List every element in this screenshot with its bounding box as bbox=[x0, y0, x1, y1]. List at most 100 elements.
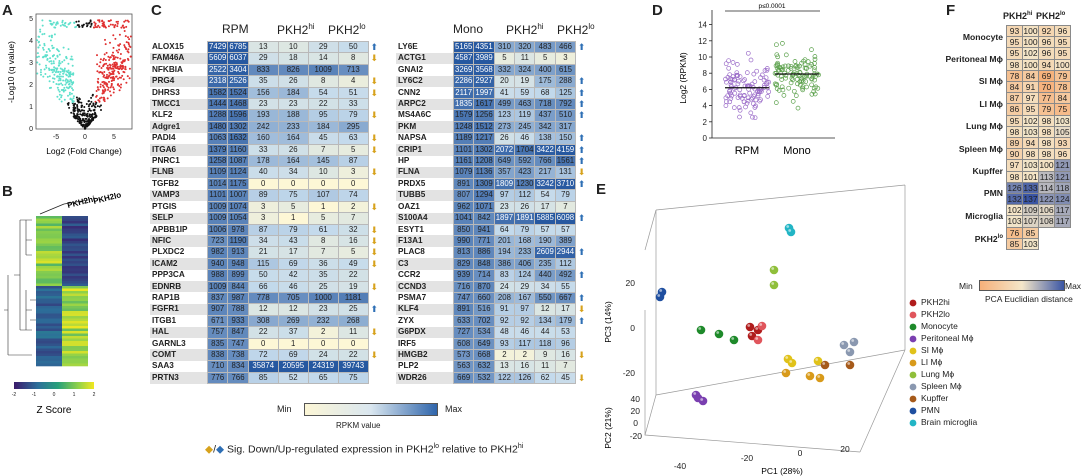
heatmap-cell bbox=[62, 223, 88, 227]
rpkm-cell: 826 bbox=[277, 63, 309, 77]
volcano-point bbox=[60, 82, 63, 85]
rpkm-cell: 834 bbox=[227, 360, 249, 373]
volcano-point bbox=[97, 88, 100, 91]
rpkm-cell: 320 bbox=[514, 40, 536, 54]
volcano-point bbox=[129, 55, 132, 58]
volcano-point bbox=[68, 86, 71, 89]
empty-cell bbox=[1039, 227, 1055, 238]
heatmap-cell bbox=[62, 278, 88, 282]
gene-row: TMCC1 1444 1468 23 23 22 33 bbox=[150, 98, 380, 111]
distance-cell: 94 bbox=[1022, 137, 1039, 150]
pca-point bbox=[787, 358, 797, 368]
volcano-point bbox=[115, 75, 117, 78]
rpkm-cell: 813 bbox=[452, 246, 475, 259]
dotplot-point bbox=[748, 57, 754, 63]
volcano-point bbox=[38, 44, 41, 47]
rpkm-cell: 3710 bbox=[554, 177, 577, 191]
volcano-point bbox=[65, 73, 68, 76]
heatmap-cell bbox=[62, 341, 88, 344]
pvalue-label: p≤0.0001 bbox=[758, 3, 785, 10]
volcano-point bbox=[81, 119, 84, 122]
volcano-point bbox=[113, 88, 115, 91]
heatmap-cell bbox=[36, 268, 62, 272]
volcano-point bbox=[99, 61, 102, 64]
rpkm-cell: 842 bbox=[473, 212, 495, 225]
pca-point-highlight bbox=[749, 333, 753, 336]
dotplot-point bbox=[732, 90, 738, 96]
distance-row: 98 101 113 121 bbox=[931, 170, 1071, 183]
down-arrow-icon: ⬇ bbox=[370, 76, 378, 87]
distance-cell: 109 bbox=[1022, 204, 1039, 217]
volcano-point bbox=[92, 109, 95, 112]
dotplot-point bbox=[750, 114, 755, 120]
volcano-point bbox=[40, 73, 42, 76]
rpkm-cell: 573 bbox=[452, 348, 475, 362]
volcano-point bbox=[45, 51, 48, 53]
rpkm-cell: 2526 bbox=[227, 75, 249, 88]
dotplot-point bbox=[729, 77, 735, 82]
volcano-point bbox=[106, 77, 109, 80]
volcano-point bbox=[124, 35, 127, 38]
volcano-point bbox=[108, 59, 111, 61]
legend-swatch bbox=[909, 419, 917, 427]
volcano-point bbox=[61, 68, 64, 71]
volcano-point bbox=[70, 98, 73, 101]
rpkm-cell: 75 bbox=[277, 189, 309, 202]
dotplot-cat-mono: Mono bbox=[783, 145, 811, 157]
rpkm-cell: 829 bbox=[452, 257, 475, 271]
volcano-point bbox=[123, 30, 126, 32]
gene-row: PRG4 2318 2526 35 26 8 4 ⬇ bbox=[150, 75, 380, 88]
volcano-point bbox=[102, 86, 105, 89]
f-scale-max: Max bbox=[1065, 281, 1082, 291]
rpkm-cell: 766 bbox=[534, 155, 556, 168]
volcano-point bbox=[56, 95, 59, 98]
dotplot-point bbox=[774, 52, 780, 58]
volcano-point bbox=[90, 105, 93, 108]
pca-point-highlight bbox=[807, 373, 811, 376]
gene-name: C3 bbox=[396, 258, 454, 270]
volcano-point bbox=[97, 77, 100, 80]
heatmap-cell bbox=[62, 313, 88, 317]
volcano-point bbox=[104, 89, 107, 92]
volcano-point bbox=[128, 38, 131, 41]
distance-cell: 96 bbox=[1038, 36, 1055, 49]
rpkm-cell: 1014 bbox=[206, 177, 229, 191]
volcano-point bbox=[120, 68, 123, 71]
legend-swatch bbox=[909, 311, 917, 319]
rpkm-cell: 667 bbox=[554, 291, 577, 305]
volcano-point bbox=[89, 102, 92, 105]
volcano-point bbox=[38, 63, 41, 66]
distance-cell: 95 bbox=[1006, 114, 1023, 127]
volcano-point bbox=[106, 73, 108, 76]
dotplot-point bbox=[794, 77, 800, 82]
volcano-point bbox=[123, 71, 126, 74]
distance-row-label: Kupffer bbox=[972, 166, 1003, 177]
up-arrow-icon: ⬆ bbox=[577, 110, 586, 121]
arrow-cell bbox=[368, 121, 380, 132]
rpkm-cell: 1596 bbox=[227, 109, 249, 122]
dotplot-ylabel: Log2 (RPKM) bbox=[678, 52, 688, 104]
rpkm-cell: 24 bbox=[493, 280, 516, 293]
volcano-point bbox=[95, 90, 98, 92]
volcano-point bbox=[67, 23, 70, 26]
rpkm-cell: 766 bbox=[227, 371, 249, 385]
pca-point-highlight bbox=[822, 362, 826, 365]
panel-label-f: F bbox=[946, 2, 956, 19]
heatmap-cell bbox=[36, 271, 62, 274]
rpkm-cell: 844 bbox=[227, 280, 249, 293]
volcano-point bbox=[67, 94, 69, 97]
dendrogram bbox=[4, 219, 40, 356]
volcano-point bbox=[48, 49, 51, 52]
volcano-point bbox=[125, 48, 128, 51]
rpkm-cell: 242 bbox=[247, 120, 279, 134]
rpkm-cell: 79 bbox=[514, 223, 536, 236]
distance-cell: 102 bbox=[1006, 204, 1023, 217]
distance-cell: 92 bbox=[1038, 24, 1055, 38]
volcano-point bbox=[48, 75, 51, 78]
zscore-tick: 0 bbox=[53, 392, 56, 398]
distance-row-label: SI Mϕ bbox=[978, 76, 1003, 87]
rpkm-cell: 2 bbox=[307, 326, 339, 339]
rpkm-cell: 747 bbox=[227, 337, 249, 350]
rpkm-cell: 669 bbox=[452, 371, 475, 385]
volcano-point bbox=[107, 25, 110, 28]
